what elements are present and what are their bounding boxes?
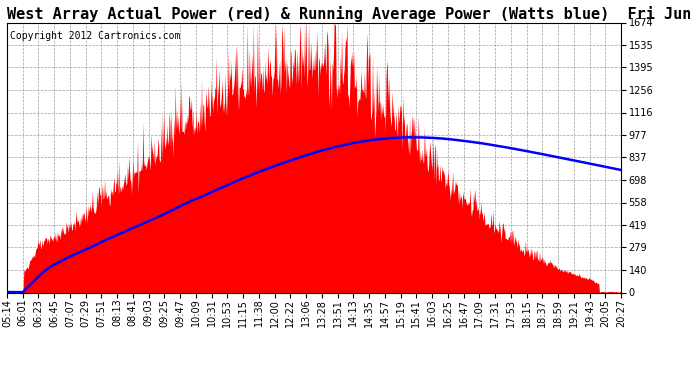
Text: Copyright 2012 Cartronics.com: Copyright 2012 Cartronics.com xyxy=(10,31,180,40)
Text: West Array Actual Power (red) & Running Average Power (Watts blue)  Fri Jun 8 20: West Array Actual Power (red) & Running … xyxy=(7,6,690,22)
